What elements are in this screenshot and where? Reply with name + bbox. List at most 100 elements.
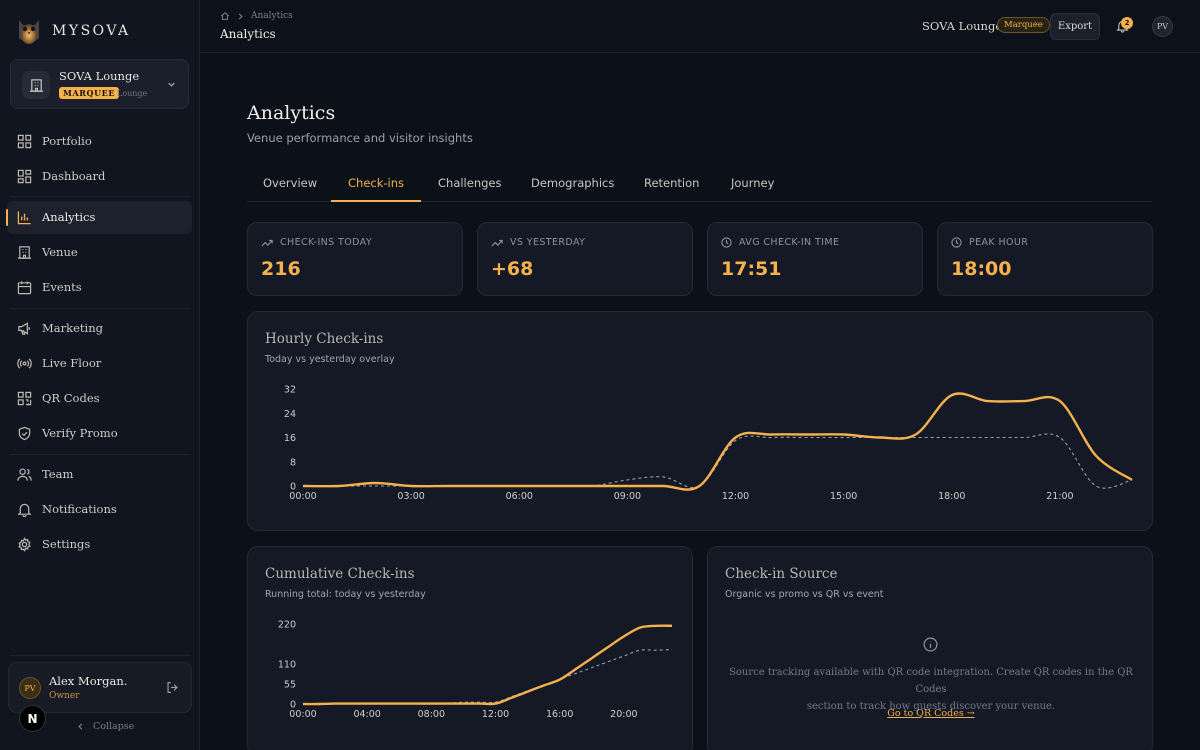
tab-challenges[interactable]: Challenges: [438, 176, 502, 190]
divider: [10, 655, 191, 656]
sidebar-item-qr-codes[interactable]: QR Codes: [7, 382, 192, 415]
y-tick-label: 8: [290, 457, 296, 468]
sidebar-item-label: Dashboard: [42, 169, 106, 183]
go-to-qr-codes-link[interactable]: Go to QR Codes →: [887, 708, 975, 719]
x-tick-label: 16:00: [546, 709, 573, 720]
bar-chart-icon: [17, 211, 31, 225]
clock-icon: [721, 237, 732, 248]
user-name: Alex Morgan.: [49, 674, 128, 688]
y-tick-label: 110: [278, 660, 296, 671]
notification-count-badge: 2: [1121, 17, 1133, 29]
venue-switcher[interactable]: SOVA Lounge MARQUEE Lounge: [10, 59, 189, 109]
stat-card-avg-checkin-time: AVG CHECK-IN TIME 17:51: [707, 222, 923, 296]
sidebar-item-label: Venue: [42, 245, 78, 259]
sidebar-item-label: Notifications: [42, 502, 117, 516]
card-subtitle: Running total: today vs yesterday: [265, 589, 426, 600]
calendar-icon: [17, 281, 32, 295]
sidebar-item-events[interactable]: Events: [7, 271, 192, 304]
chevron-down-icon: [168, 82, 175, 87]
card-subtitle: Today vs yesterday overlay: [265, 354, 395, 365]
active-tab-indicator: [331, 200, 421, 202]
user-card[interactable]: PV Alex Morgan. Owner: [8, 662, 192, 713]
venue-name: SOVA Lounge: [59, 69, 140, 83]
series-line-yesterday: [303, 648, 673, 705]
export-button[interactable]: Export: [1050, 13, 1100, 40]
tab-check-ins[interactable]: Check-ins: [348, 176, 405, 190]
card-title: Cumulative Check-ins: [265, 566, 415, 582]
x-tick-label: 21:00: [1046, 491, 1073, 502]
x-tick-label: 08:00: [418, 709, 445, 720]
y-tick-label: 24: [284, 409, 296, 420]
sidebar-item-dashboard[interactable]: Dashboard: [7, 160, 192, 193]
gear-icon: [18, 537, 31, 552]
cumulative-checkins-chart: 0 55 110 220 00:00 04:00 08:00 12:00 16:00 20:00: [278, 620, 673, 720]
logout-icon[interactable]: [166, 681, 179, 694]
sidebar-item-team[interactable]: Team: [7, 458, 192, 491]
hourly-checkins-chart: 0 8 16 24 32 00:00 03:00 06:00 09:00 12:00 15:00 18…: [284, 385, 1133, 502]
header-tier-badge: Marquee: [997, 17, 1050, 33]
stat-label: PEAK HOUR: [969, 237, 1029, 248]
card-title: Hourly Check-ins: [265, 331, 384, 347]
cumulative-checkins-card: Cumulative Check-ins Running total: toda…: [247, 546, 693, 750]
sidebar-item-analytics[interactable]: Analytics: [6, 201, 192, 234]
y-tick-label: 0: [290, 700, 296, 711]
y-tick-label: 220: [278, 620, 296, 631]
divider: [10, 454, 191, 455]
header-venue-name: SOVA Lounge: [922, 19, 1003, 33]
clock-icon: [951, 237, 962, 248]
stat-card-vs-yesterday: VS YESTERDAY +68: [477, 222, 693, 296]
series-line-today: [302, 392, 1133, 491]
n-badge[interactable]: N: [19, 705, 46, 732]
card-title: Check-in Source: [725, 566, 838, 582]
sidebar-item-verify-promo[interactable]: Verify Promo: [7, 417, 192, 450]
tab-journey[interactable]: Journey: [731, 176, 775, 190]
home-icon[interactable]: [220, 11, 230, 21]
sidebar-item-label: Marketing: [42, 321, 103, 335]
sidebar-item-label: Settings: [42, 537, 91, 551]
info-icon: [923, 637, 938, 652]
tier-badge: MARQUEE: [59, 87, 120, 99]
sidebar-item-label: Live Floor: [42, 356, 102, 370]
stat-label: AVG CHECK-IN TIME: [739, 237, 840, 248]
divider: [10, 308, 191, 309]
source-message: Source tracking available with QR code i…: [724, 664, 1138, 715]
sidebar-item-live-floor[interactable]: Live Floor: [7, 347, 192, 380]
x-tick-label: 06:00: [506, 491, 533, 502]
venue-type: Lounge: [117, 89, 148, 98]
x-tick-label: 12:00: [482, 709, 509, 720]
sidebar-item-notifications[interactable]: Notifications: [7, 493, 192, 526]
bell-icon: [17, 503, 32, 517]
analytics-tabs: Overview Check-ins Challenges Demographi…: [247, 170, 1152, 202]
broadcast-icon: [17, 358, 32, 369]
breadcrumb-current[interactable]: Analytics: [251, 11, 293, 21]
stat-card-checkins-today: CHECK-INS TODAY 216: [247, 222, 463, 296]
stat-card-peak-hour: PEAK HOUR 18:00: [937, 222, 1153, 296]
divider: [10, 196, 191, 197]
sidebar-item-portfolio[interactable]: Portfolio: [7, 125, 192, 158]
source-message-line: section to track how guests discover you…: [806, 701, 1056, 712]
brand-name: MYSOVA: [52, 23, 131, 39]
x-tick-label: 15:00: [830, 491, 857, 502]
chevron-right-icon: [238, 13, 243, 19]
hourly-checkins-card: Hourly Check-ins Today vs yesterday over…: [247, 311, 1153, 531]
grid-icon: [17, 169, 32, 184]
building-icon: [17, 246, 32, 259]
collapse-button[interactable]: Collapse: [76, 721, 134, 732]
grid-icon: [17, 134, 32, 149]
tab-demographics[interactable]: Demographics: [531, 176, 615, 190]
building-icon: [22, 71, 50, 99]
tab-overview[interactable]: Overview: [263, 176, 318, 190]
megaphone-icon: [18, 322, 30, 335]
top-header: Analytics Analytics SOVA Lounge Marquee …: [200, 0, 1200, 53]
sidebar-item-settings[interactable]: Settings: [7, 528, 192, 561]
tab-retention[interactable]: Retention: [644, 176, 700, 190]
user-role: Owner: [49, 691, 80, 701]
page-title: Analytics: [247, 102, 336, 124]
trend-up-icon: [491, 239, 503, 246]
sidebar-item-venue[interactable]: Venue: [7, 236, 192, 269]
owl-logo-icon: [19, 20, 39, 44]
brand[interactable]: MYSOVA: [14, 14, 131, 48]
header-avatar[interactable]: PV: [1152, 16, 1173, 37]
collapse-label: Collapse: [93, 721, 135, 732]
sidebar-item-marketing[interactable]: Marketing: [7, 312, 192, 345]
